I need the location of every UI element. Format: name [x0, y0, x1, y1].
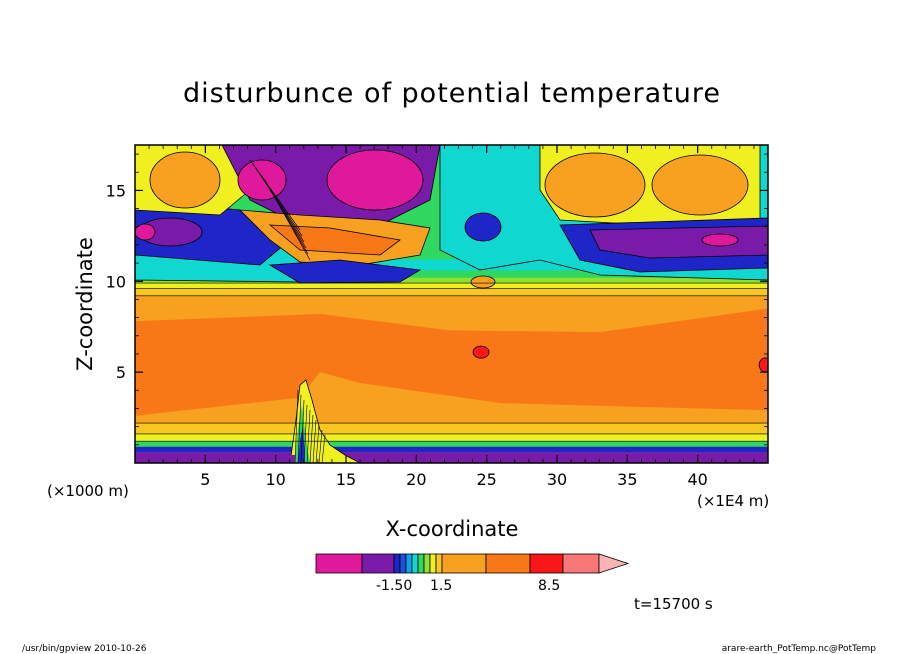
x-unit-right: (×1E4 m)	[697, 492, 769, 510]
magenta-top	[326, 149, 424, 211]
colorbar-cell-7	[423, 553, 431, 574]
colorbar-cell-8	[429, 553, 437, 574]
magenta-left	[135, 223, 156, 241]
colorbar-cell-12	[529, 553, 564, 574]
band-6	[135, 288, 768, 296]
orange-core	[135, 308, 768, 416]
x-tick-label-5: 5	[200, 470, 210, 489]
time-label: t=15700 s	[634, 595, 713, 613]
colorbar-cell-2	[393, 553, 401, 574]
wave-line-2	[300, 399, 305, 463]
wave-line-1	[297, 394, 302, 463]
y-tick-label-5: 5	[116, 363, 126, 382]
colorbar-cell-9	[435, 553, 443, 574]
red-spot-edge	[758, 357, 768, 373]
colorbar-cell-6	[417, 553, 425, 574]
colorbar-cell-10	[441, 553, 487, 574]
x-tick-label-35: 35	[617, 470, 637, 489]
wave-line-7	[315, 424, 320, 463]
colorbar-cell-4	[405, 553, 413, 574]
wave-yellow	[289, 379, 361, 463]
red-spot	[472, 345, 490, 359]
colorbar-cell-1	[361, 553, 395, 574]
blue-mid	[464, 212, 502, 242]
x-tick-label-10: 10	[265, 470, 285, 489]
y-axis-label: Z-coordinate	[73, 237, 97, 371]
colorbar-cell-5	[411, 553, 419, 574]
x-tick-label-25: 25	[476, 470, 496, 489]
contour-field	[135, 145, 768, 463]
wave-line-8	[318, 429, 323, 463]
x-tick-label-40: 40	[687, 470, 707, 489]
colorbar-label-1: 1.5	[430, 578, 452, 594]
y-tick-label-15: 15	[106, 181, 126, 200]
orange-topright-1	[544, 152, 646, 218]
chart-title: disturbunce of potential temperature	[183, 78, 721, 109]
colorbar-arrow	[598, 553, 630, 574]
colorbar-cell-0	[315, 553, 363, 574]
orange-blob	[470, 275, 496, 289]
y-tick-label-10: 10	[106, 272, 126, 291]
magenta-top-left	[237, 159, 287, 201]
band-2	[135, 441, 768, 447]
y-axis: 5 10 15	[106, 153, 768, 446]
footer-left: /usr/bin/gpview 2010-10-26	[22, 644, 147, 654]
plot-frame	[134, 144, 769, 464]
band-1	[135, 446, 768, 453]
band-4	[135, 423, 768, 434]
orange-topright-2	[651, 154, 749, 216]
wave-line-6	[312, 419, 317, 463]
colorbar-cell-11	[485, 553, 531, 574]
wave-blue	[298, 425, 305, 463]
band-3	[135, 433, 768, 442]
blue-low	[268, 259, 422, 284]
colorbar	[315, 553, 630, 574]
band-8	[135, 277, 768, 284]
band-10	[135, 259, 768, 271]
x-tick-label-20: 20	[406, 470, 426, 489]
band-0	[135, 452, 768, 463]
colorbar-cell-13	[562, 553, 600, 574]
footer-right: arare-earth_PotTemp.nc@PotTemp	[722, 644, 877, 654]
wave-line-4	[306, 409, 311, 463]
ground-purple	[135, 455, 295, 463]
colorbar-label-2: 8.5	[538, 578, 560, 594]
orange-topleft	[149, 151, 221, 209]
orange-mid-core	[268, 224, 401, 256]
x-tick-label-15: 15	[336, 470, 356, 489]
wave-line-9	[321, 434, 326, 463]
jet-line-5	[264, 179, 311, 261]
magenta-right	[701, 233, 739, 247]
x-axis: 5 10 15 20 25 30 35 40	[148, 145, 755, 489]
x-tick-label-30: 30	[547, 470, 567, 489]
x-axis-label: X-coordinate	[386, 517, 519, 541]
band-7	[135, 283, 768, 289]
x-unit-left: (×1000 m)	[47, 482, 129, 500]
wave-line-0	[294, 389, 299, 463]
colorbar-cell-3	[399, 553, 407, 574]
band-9	[135, 270, 768, 278]
colorbar-label-0: -1.50	[376, 578, 412, 594]
